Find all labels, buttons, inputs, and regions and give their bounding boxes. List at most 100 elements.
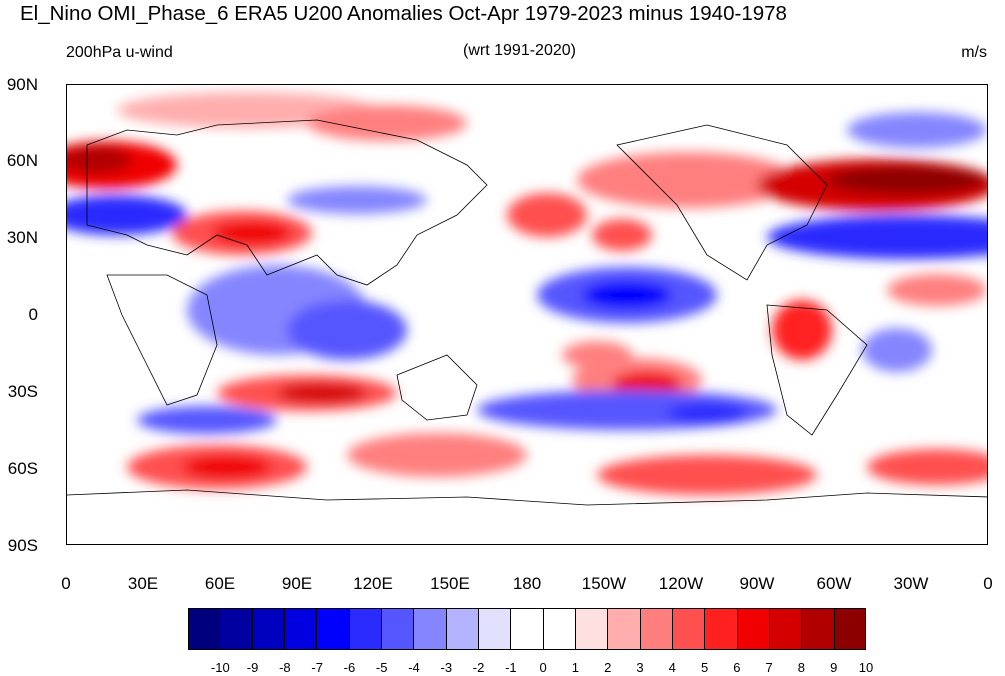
colorbar-swatch (769, 608, 803, 650)
colorbar-swatch (446, 608, 479, 650)
lon-tick-label: 60W (816, 574, 852, 593)
anomaly-blob (347, 433, 527, 477)
anomaly-blob (667, 403, 747, 423)
eurasia-outline (86, 119, 488, 286)
colorbar-label: 5 (700, 660, 709, 675)
colorbar-swatch (705, 608, 738, 650)
variable-label: 200hPa u-wind (66, 44, 173, 61)
anomaly-blob (827, 166, 987, 194)
lon-tick-label: 120W (658, 574, 704, 593)
colorbar-swatch (220, 608, 253, 650)
colorbar-label: -4 (408, 660, 420, 675)
anomaly-blob (287, 186, 427, 214)
colorbar-swatch (349, 608, 382, 650)
colorbar-swatch (672, 608, 706, 650)
colorbar-swatch (640, 608, 673, 650)
anomaly-blob (67, 146, 132, 174)
colorbar-label: -5 (375, 660, 388, 675)
colorbar-swatch (381, 608, 415, 650)
lon-tick-label: 150E (430, 574, 470, 593)
lon-tick-label: 180 (512, 574, 542, 593)
anomaly-blob (577, 152, 797, 208)
colorbar (188, 608, 866, 650)
lat-tick-label: 30S (7, 382, 38, 401)
colorbar-swatch (188, 608, 221, 650)
colorbar-label: 4 (668, 660, 676, 675)
colorbar-swatch (478, 608, 512, 650)
antarctica-outline (67, 489, 987, 506)
colorbar-frame (188, 608, 866, 650)
anomaly-blob (847, 112, 987, 148)
reference-period-label: (wrt 1991-2020) (0, 42, 1005, 60)
lat-tick-label: 60S (7, 459, 38, 478)
colorbar-label: 2 (604, 660, 612, 675)
colorbar-swatch (802, 608, 835, 650)
colorbar-label: -10 (210, 660, 230, 675)
colorbar-swatch (511, 608, 544, 650)
anomaly-blob (507, 193, 587, 237)
anomaly-blob (307, 105, 467, 141)
lat-tick-label: 90S (7, 536, 38, 555)
colorbar-label: -9 (246, 660, 259, 675)
colorbar-swatch (317, 608, 350, 650)
anomaly-blob (67, 195, 187, 235)
colorbar-label: -1 (505, 660, 517, 675)
anomaly-blob (582, 281, 672, 309)
colorbar-label: -3 (440, 660, 453, 675)
colorbar-swatch (608, 608, 641, 650)
colorbar-swatch (414, 608, 447, 650)
lon-tick-label: 30W (893, 574, 929, 593)
figure-title: El_Nino OMI_Phase_6 ERA5 U200 Anomalies … (20, 2, 787, 25)
anomaly-blob (182, 455, 272, 479)
colorbar-swatch (543, 608, 576, 650)
colorbar-swatch (737, 608, 770, 650)
coastlines (67, 119, 987, 506)
colorbar-label: -8 (279, 660, 291, 675)
lat-tick-label: 90N (6, 75, 38, 94)
lon-tick-label: 30E (127, 574, 159, 593)
colorbar-swatch (284, 608, 318, 650)
anomaly-blob (887, 274, 987, 306)
colorbar-label: 0 (539, 660, 547, 675)
colorbar-label: 9 (830, 660, 838, 675)
colorbar-label: 10 (858, 660, 874, 675)
colorbar-swatch (834, 608, 866, 650)
colorbar-label: 7 (765, 660, 773, 675)
anomaly-field (67, 92, 987, 495)
anomaly-blob (767, 215, 987, 259)
lon-tick-label: 90W (739, 574, 775, 593)
lon-tick-label: 60E (204, 574, 236, 593)
north-america-outline (616, 124, 828, 281)
africa-outline (106, 274, 218, 406)
anomaly-blob (137, 406, 277, 434)
colorbar-label: 6 (733, 660, 741, 675)
map-canvas (67, 92, 987, 506)
lon-tick-label: 0 (983, 574, 993, 593)
lat-tick-label: 0 (28, 305, 38, 324)
colorbar-label: 8 (797, 660, 806, 675)
anomaly-blob (597, 455, 817, 495)
lon-tick-label: 120E (353, 574, 393, 593)
lon-tick-label: 0 (61, 574, 71, 593)
anomaly-blob (212, 221, 292, 245)
south-america-outline (766, 304, 868, 436)
anomaly-blob (287, 300, 407, 360)
colorbar-label: 1 (571, 660, 580, 675)
anomaly-blob (592, 219, 652, 251)
anomaly-blob (562, 341, 632, 369)
anomaly-blob (862, 328, 932, 372)
lon-tick-label: 150W (581, 574, 627, 593)
colorbar-label: -2 (472, 660, 485, 675)
anomaly-blob (277, 383, 367, 403)
units-label: m/s (961, 44, 987, 61)
lat-tick-label: 30N (6, 228, 38, 247)
lat-tick-label: 60N (6, 151, 38, 170)
colorbar-swatch (252, 608, 285, 650)
colorbar-label: -6 (343, 660, 356, 675)
lon-tick-label: 90E (281, 574, 313, 593)
anomaly-blob (867, 449, 987, 485)
colorbar-label: 3 (636, 660, 644, 675)
australia-outline (396, 354, 478, 421)
colorbar-label: -7 (311, 660, 323, 675)
anomaly-map (66, 84, 988, 545)
